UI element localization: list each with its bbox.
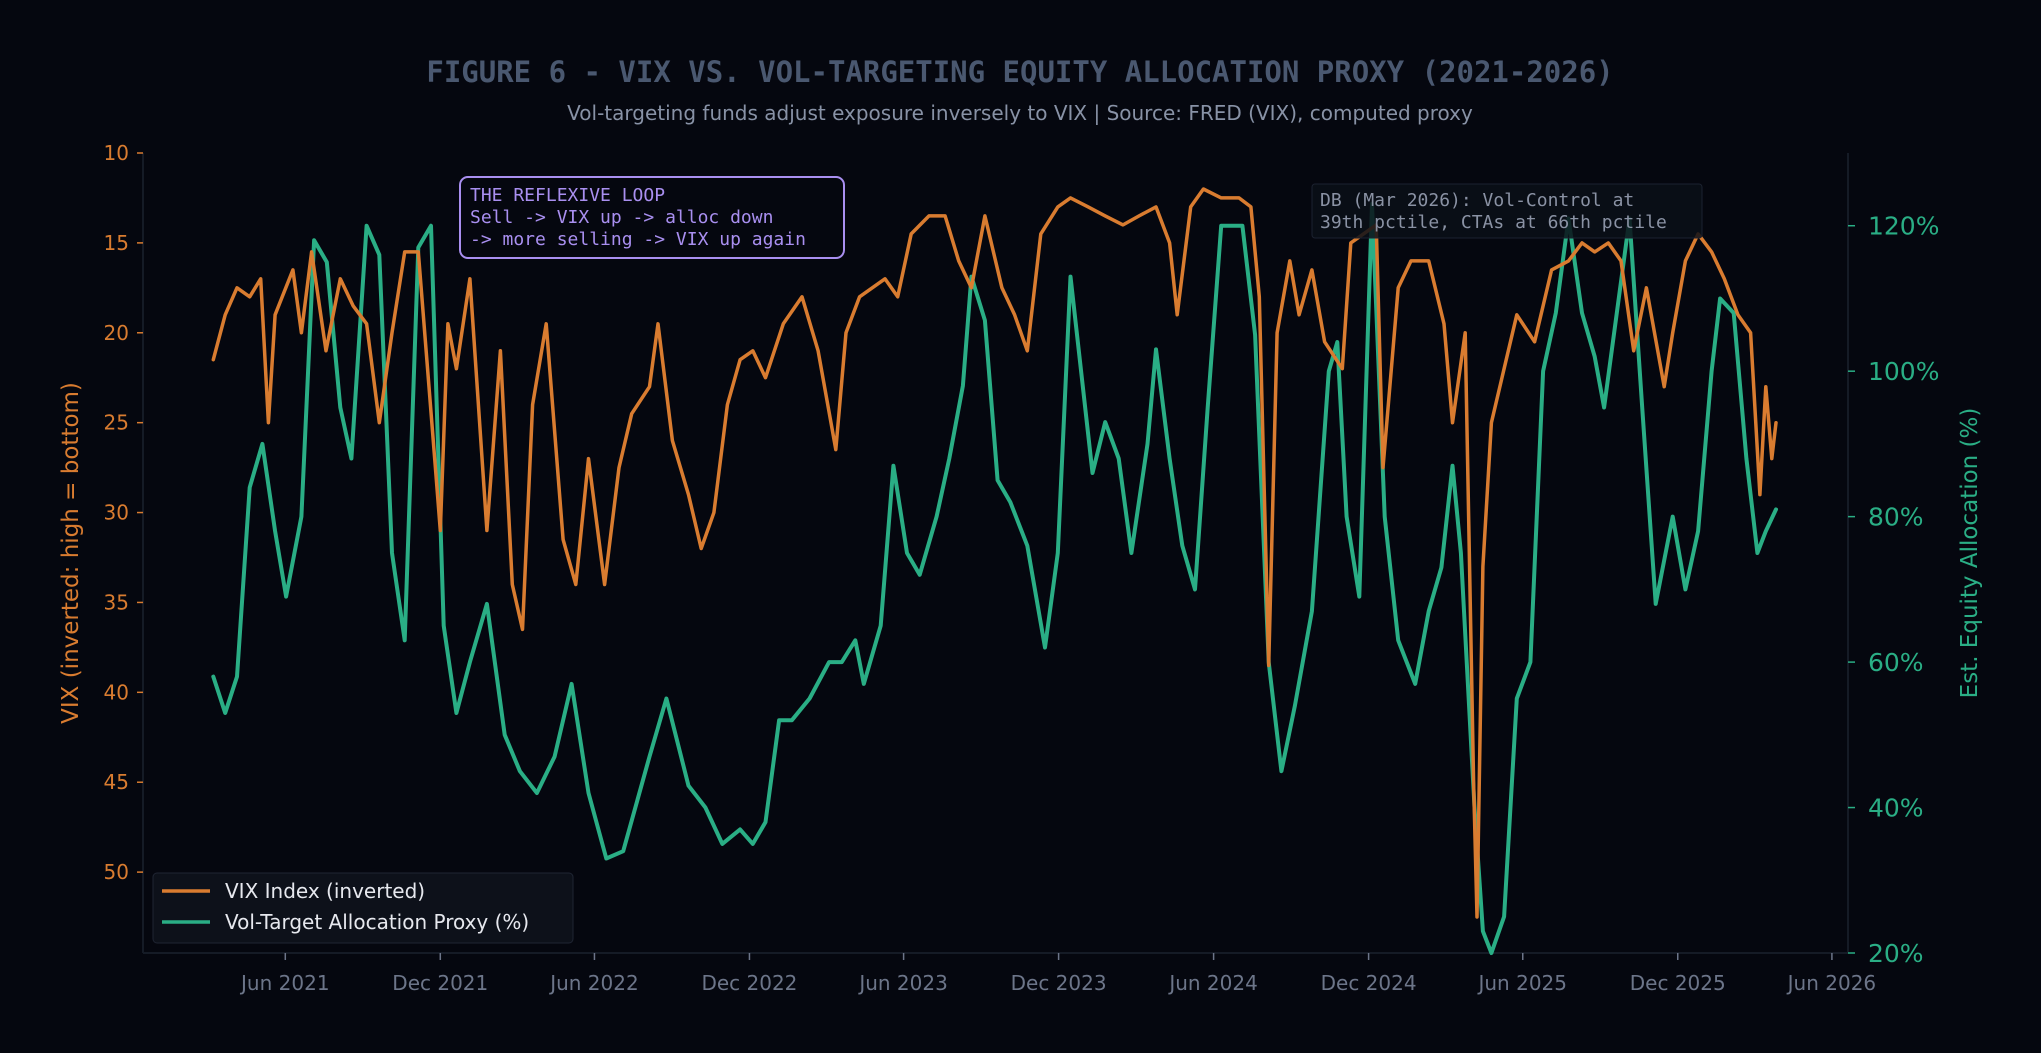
vix-series-layer [211,187,1778,919]
chart-subtitle: Vol-targeting funds adjust exposure inve… [567,101,1473,125]
y-left-tick-label: 20 [104,321,129,345]
x-tick-label: Jun 2025 [1476,971,1567,995]
y-left-tick-label: 40 [104,680,129,704]
reflexive-loop-line1: Sell -> VIX up -> alloc down [470,207,773,228]
x-tick-label: Dec 2024 [1321,971,1417,995]
axes: 10 15 20 25 30 35 40 45 50 20% 40% 60% 80% 100% 120% Ju… [58,141,1983,995]
db-annotation-line1: DB (Mar 2026): Vol-Control at [1320,190,1634,211]
x-tick-label: Jun 2022 [548,971,639,995]
reflexive-loop-title: THE REFLEXIVE LOOP [470,185,665,206]
x-tick-label: Dec 2022 [701,971,797,995]
db-annotation-line2: 39th pctile, CTAs at 66th pctile [1320,212,1667,233]
y-left-tick-label: 45 [104,770,129,794]
y-left-tick-label: 25 [104,411,129,435]
x-tick-label: Dec 2023 [1011,971,1107,995]
x-tick-label: Jun 2023 [857,971,948,995]
chart-title: FIGURE 6 - VIX VS. VOL-TARGETING EQUITY … [426,55,1613,89]
reflexive-loop-line2: -> more selling -> VIX up again [470,229,806,250]
y-right-tick-label: 60% [1868,648,1924,677]
y-left-tick-label: 30 [104,501,129,525]
x-tick-label: Jun 2026 [1786,971,1877,995]
reflexive-loop-box [459,176,845,259]
reflexive-loop-annotation: THE REFLEXIVE LOOP Sell -> VIX up -> all… [459,176,845,259]
y-left-tick-label: 10 [104,141,129,165]
x-tick-label: Jun 2024 [1167,971,1258,995]
db-annotation-box [1311,183,1703,239]
y-left-axis-label: VIX (inverted: high = bottom) [58,382,84,724]
x-tick-label: Dec 2025 [1630,971,1726,995]
y-left-tick-label: 50 [104,860,129,884]
y-right-tick-label: 100% [1868,357,1939,386]
y-left-tick-label: 35 [104,590,129,614]
y-right-tick-label: 40% [1868,794,1924,823]
x-tick-label: Dec 2021 [392,971,488,995]
y-right-tick-label: 120% [1868,212,1939,241]
allocation-series-layer [211,201,1778,955]
y-right-axis-label: Est. Equity Allocation (%) [1957,408,1983,699]
legend: VIX Index (inverted) Vol-Target Allocati… [152,872,574,944]
legend-vix-label: VIX Index (inverted) [225,879,425,903]
y-right-tick-label: 80% [1868,503,1924,532]
y-right-tick-label: 20% [1868,939,1924,968]
legend-alloc-label: Vol-Target Allocation Proxy (%) [225,910,529,934]
db-annotation: DB (Mar 2026): Vol-Control at 39th pctil… [1311,183,1703,239]
y-left-tick-label: 15 [104,231,129,255]
legend-box [152,872,574,944]
x-tick-label: Jun 2021 [239,971,330,995]
vix-series-line [211,187,1778,919]
allocation-series-line [211,201,1778,955]
